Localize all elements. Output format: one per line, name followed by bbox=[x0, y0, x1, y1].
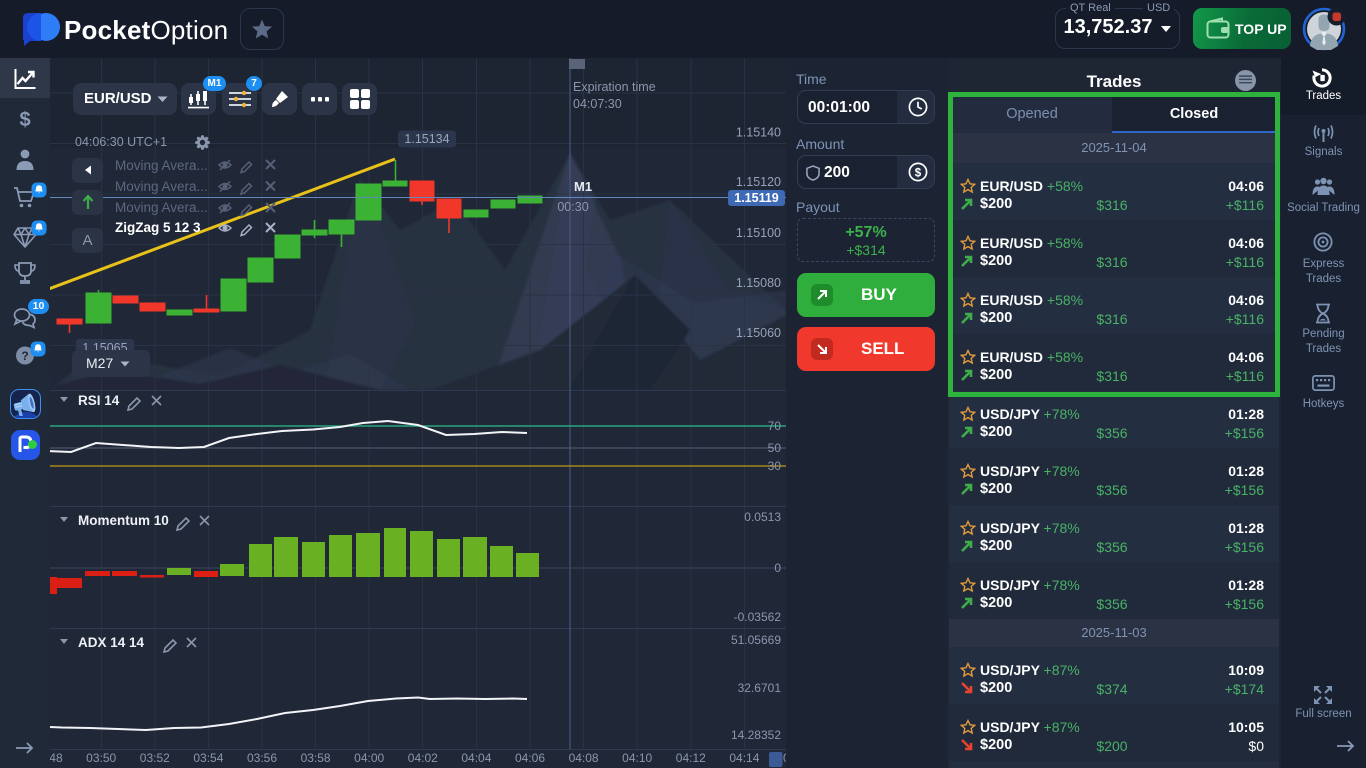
svg-text:0: 0 bbox=[774, 561, 781, 575]
svg-text:50: 50 bbox=[768, 441, 782, 455]
svg-text:04:14: 04:14 bbox=[729, 751, 759, 765]
svg-text:04:06: 04:06 bbox=[515, 751, 545, 765]
svg-text:30: 30 bbox=[768, 459, 782, 473]
svg-text:04:00: 04:00 bbox=[354, 751, 384, 765]
svg-text:32.6701: 32.6701 bbox=[738, 681, 782, 695]
svg-text:51.05669: 51.05669 bbox=[731, 633, 781, 647]
svg-text:1.15119: 1.15119 bbox=[734, 191, 779, 205]
svg-text:04:10: 04:10 bbox=[622, 751, 652, 765]
svg-text:03:54: 03:54 bbox=[193, 751, 223, 765]
svg-text:RSI 14: RSI 14 bbox=[78, 393, 120, 408]
svg-text:03:48: 03:48 bbox=[50, 751, 63, 765]
svg-text:03:52: 03:52 bbox=[140, 751, 170, 765]
svg-text:Expiration time: Expiration time bbox=[573, 80, 656, 94]
svg-text:70: 70 bbox=[768, 419, 782, 433]
svg-text:1.15134: 1.15134 bbox=[404, 132, 449, 146]
svg-text:Momentum 10: Momentum 10 bbox=[78, 513, 169, 528]
svg-text:04:02: 04:02 bbox=[408, 751, 438, 765]
svg-text:1.15140: 1.15140 bbox=[736, 126, 781, 140]
svg-text:00:30: 00:30 bbox=[557, 200, 588, 214]
svg-text:$: $ bbox=[915, 168, 922, 180]
svg-text:04:04: 04:04 bbox=[461, 751, 491, 765]
svg-text:M1: M1 bbox=[574, 179, 592, 194]
svg-text:04:08: 04:08 bbox=[569, 751, 599, 765]
svg-text:1.15100: 1.15100 bbox=[736, 226, 781, 240]
svg-text:0.0513: 0.0513 bbox=[744, 510, 781, 524]
svg-text:14.28352: 14.28352 bbox=[731, 728, 781, 742]
svg-text:04:12: 04:12 bbox=[676, 751, 706, 765]
svg-text:03:50: 03:50 bbox=[86, 751, 116, 765]
svg-text:04:07:30: 04:07:30 bbox=[573, 97, 622, 111]
svg-text:-0.03562: -0.03562 bbox=[734, 610, 782, 624]
svg-text:03:58: 03:58 bbox=[301, 751, 331, 765]
svg-text:04:16: 04:16 bbox=[783, 751, 786, 765]
svg-text:?: ? bbox=[21, 349, 28, 363]
svg-text:1.15120: 1.15120 bbox=[736, 175, 781, 189]
svg-text:1.15060: 1.15060 bbox=[736, 326, 781, 340]
svg-text:ADX 14 14: ADX 14 14 bbox=[78, 635, 145, 650]
svg-text:1.15080: 1.15080 bbox=[736, 276, 781, 290]
svg-text:03:56: 03:56 bbox=[247, 751, 277, 765]
